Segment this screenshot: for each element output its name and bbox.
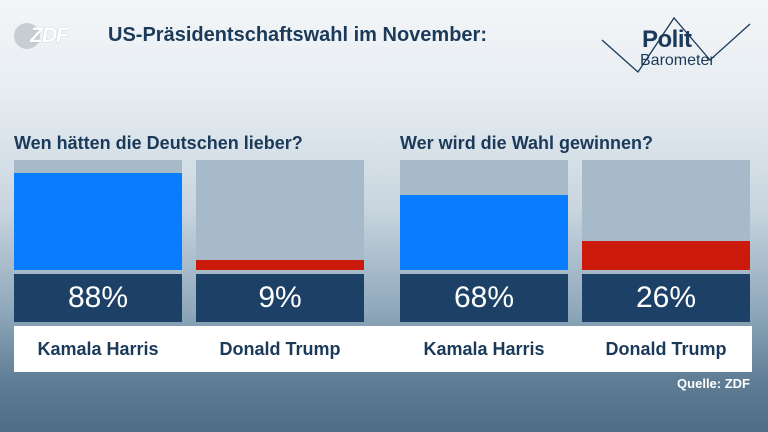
chart-1-bar-harris (14, 173, 182, 270)
chart-1-category-harris: Kamala Harris (37, 339, 159, 359)
zdf-logo-text: ZDF (30, 24, 69, 47)
chart-1-title: Wen hätten die Deutschen lieber? (14, 133, 303, 153)
chart-1-bar-trump (196, 260, 364, 270)
politbarometer-logo: Polit Barometer (600, 10, 760, 80)
chart-1-value-harris: 88% (14, 274, 182, 322)
chart-1-category-trump: Donald Trump (219, 339, 341, 359)
brand-line2: Barometer (640, 52, 715, 69)
chart-2-bar-trump (582, 241, 750, 270)
chart-2-title: Wer wird die Wahl gewinnen? (400, 133, 654, 153)
chart-1-bar-track-harris (14, 160, 182, 270)
chart-panel-1: Wen hätten die Deutschen lieber? 88% 9% (14, 130, 366, 322)
chart-2-bar-track-harris (400, 160, 568, 270)
source-note: Quelle: ZDF (677, 376, 750, 391)
zdf-logo: ZDF (14, 22, 69, 50)
chart-2-value-trump: 26% (582, 274, 750, 322)
chart-1-value-trump: 9% (196, 274, 364, 322)
chart-2-bar-harris (400, 195, 568, 270)
chart-1-values: 88% 9% (14, 274, 366, 322)
chart-2-bar-track-trump (582, 160, 750, 270)
chart-2-category-trump: Donald Trump (605, 339, 727, 359)
chart-2-category-harris: Kamala Harris (423, 339, 545, 359)
headline: US-Präsidentschaftswahl im November: (108, 24, 487, 46)
brand-line1: Polit (642, 26, 692, 53)
chart-1-bar-track-trump (196, 160, 364, 270)
chart-2-value-harris: 68% (400, 274, 568, 322)
chart-2-values: 68% 26% (400, 274, 752, 322)
candidate-names-strip: Kamala Harris Donald Trump Kamala Harris… (14, 326, 752, 372)
chart-panel-2: Wer wird die Wahl gewinnen? 68% 26% (400, 130, 752, 322)
zdf-logo-circle (14, 23, 40, 49)
chart-1-bars (14, 160, 366, 270)
chart-2-bars (400, 160, 752, 270)
politbarometer-zigzag-icon (601, 16, 751, 73)
